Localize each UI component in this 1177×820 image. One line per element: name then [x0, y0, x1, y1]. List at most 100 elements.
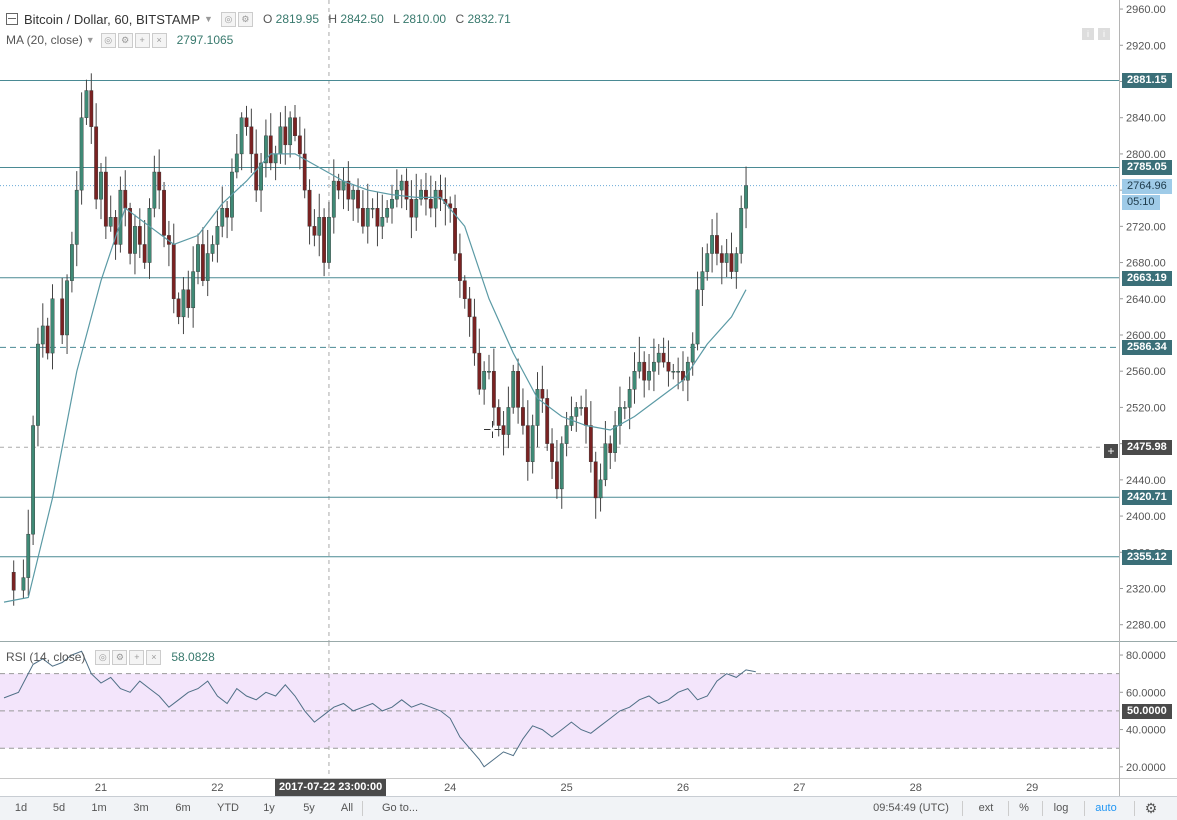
level-price-tag: 2586.34: [1122, 340, 1172, 356]
settings-gear-icon[interactable]: ⚙: [1144, 800, 1158, 816]
candle-body: [341, 180, 346, 191]
settings-icon[interactable]: ⚙: [117, 32, 133, 48]
add-icon[interactable]: +: [134, 32, 150, 48]
range-button-all[interactable]: All: [340, 802, 354, 814]
candle-body: [588, 425, 593, 462]
range-button-6m[interactable]: 6m: [175, 802, 191, 814]
time-axis-separator: [0, 778, 1177, 779]
candle-body: [603, 443, 608, 481]
price-chart-pane[interactable]: 2960.002920.002880.002840.002800.002760.…: [0, 0, 1177, 641]
candle-body: [356, 189, 360, 209]
candle-body: [327, 217, 331, 263]
candle-body: [724, 253, 729, 263]
candle-body: [462, 280, 467, 299]
price-tick-label: 2920.00: [1126, 40, 1166, 52]
candle-body: [487, 371, 491, 373]
candle-body: [618, 407, 622, 426]
candle-body: [196, 244, 200, 272]
crosshair-cursor-icon: [484, 421, 501, 438]
ext-toggle[interactable]: ext: [978, 802, 994, 814]
range-button-5y[interactable]: 5y: [303, 802, 315, 814]
candle-body: [312, 226, 317, 236]
symbol-title[interactable]: Bitcoin / Dollar, 60, BITSTAMP: [24, 11, 201, 27]
candle-body: [293, 117, 297, 137]
price-tick-label: 2680.00: [1126, 258, 1166, 270]
candle-body: [656, 352, 661, 363]
close-icon[interactable]: ×: [146, 649, 162, 665]
range-button-ytd[interactable]: YTD: [217, 802, 239, 814]
open-value: 2819.95: [275, 12, 320, 26]
candle-body: [99, 171, 103, 200]
candle-body: [40, 325, 45, 345]
candle-body: [613, 425, 618, 453]
candle-body: [264, 135, 268, 164]
collapse-icon[interactable]: [6, 13, 18, 25]
candle-body: [108, 217, 113, 227]
ma-label[interactable]: MA (20, close): [6, 33, 83, 47]
candle-body: [225, 208, 229, 218]
range-button-1y[interactable]: 1y: [263, 802, 275, 814]
ohlc-values: O 2819.95 H 2842.50 L 2810.00 C 2832.71: [263, 12, 517, 26]
candle-body: [530, 425, 535, 462]
chart-legend: Bitcoin / Dollar, 60, BITSTAMP ▼ ◎ ⚙ O 2…: [6, 10, 517, 28]
clock-readout[interactable]: 09:54:49 (UTC): [873, 802, 949, 814]
rsi-label[interactable]: RSI (14, close): [6, 650, 86, 664]
price-tick-label: 2640.00: [1126, 294, 1166, 306]
range-button-5d[interactable]: 5d: [52, 802, 66, 814]
rsi-pane[interactable]: 80.0000 60.0000 40.0000 20.0000: [0, 642, 1177, 778]
candle-body: [506, 407, 511, 435]
candle-body: [390, 198, 394, 209]
chevron-down-icon[interactable]: ▼: [204, 14, 213, 24]
percent-toggle[interactable]: %: [1019, 802, 1029, 814]
candle-body: [438, 189, 443, 200]
range-button-3m[interactable]: 3m: [133, 802, 149, 814]
add-icon[interactable]: +: [129, 649, 145, 665]
ma20-line: [3, 153, 747, 603]
range-button-1m[interactable]: 1m: [91, 802, 107, 814]
range-button-1d[interactable]: 1d: [14, 802, 28, 814]
candle-body: [608, 443, 613, 453]
chevron-down-icon[interactable]: ▼: [85, 35, 95, 45]
candle-body: [652, 361, 656, 372]
level-price-tag: 2420.71: [1122, 490, 1172, 506]
candle-body: [700, 271, 705, 290]
add-alert-icon[interactable]: +: [1104, 444, 1118, 458]
candle-body: [516, 371, 521, 408]
candle-body: [433, 189, 438, 209]
time-tick-label: 28: [910, 782, 922, 794]
low-label: L: [393, 12, 400, 26]
eye-icon[interactable]: ◎: [95, 649, 111, 665]
candle-body: [555, 461, 559, 490]
settings-icon[interactable]: ⚙: [237, 11, 253, 27]
time-axis[interactable]: 21 22 24 25 26 27 28 29: [0, 778, 1177, 796]
candle-body: [133, 226, 137, 254]
close-icon[interactable]: ×: [151, 32, 167, 48]
candle-body: [419, 189, 423, 200]
candle-body: [239, 117, 244, 155]
eye-icon[interactable]: ◎: [220, 11, 236, 27]
candle-body: [579, 407, 584, 409]
pane-separator[interactable]: [0, 641, 1177, 642]
price-tick-label: 2560.00: [1126, 366, 1166, 378]
candle-body: [491, 371, 496, 408]
candle-body: [26, 533, 31, 578]
candle-body: [288, 117, 293, 146]
candle-body: [36, 343, 40, 426]
pane-up-icon[interactable]: i: [1082, 28, 1094, 40]
goto-button[interactable]: Go to...: [381, 802, 419, 814]
rsi-tick-label: 80.0000: [1126, 650, 1166, 662]
candle-body: [361, 208, 365, 227]
last-price-tag: 2764.96: [1122, 178, 1172, 194]
toolbar-divider: [362, 801, 363, 816]
candle-body: [428, 198, 433, 209]
candle-body: [404, 180, 409, 200]
log-toggle[interactable]: log: [1053, 802, 1069, 814]
high-value: 2842.50: [340, 12, 384, 26]
eye-icon[interactable]: ◎: [100, 32, 116, 48]
candle-body: [545, 398, 550, 444]
auto-toggle[interactable]: auto: [1095, 802, 1117, 814]
pane-down-icon[interactable]: i: [1098, 28, 1110, 40]
candle-body: [157, 171, 162, 191]
settings-icon[interactable]: ⚙: [112, 649, 128, 665]
candle-body: [249, 126, 254, 155]
